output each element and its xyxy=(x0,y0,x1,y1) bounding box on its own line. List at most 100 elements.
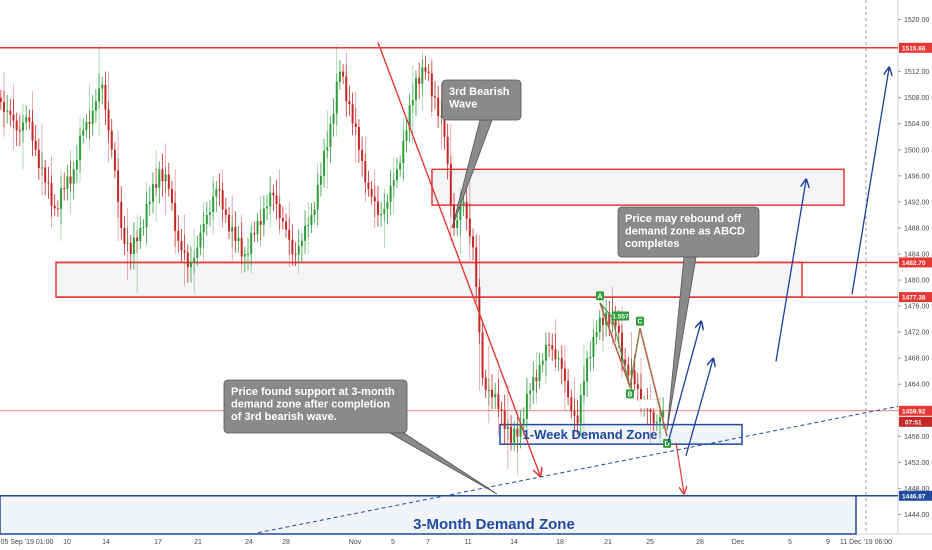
candle-body xyxy=(551,345,554,350)
candle-body xyxy=(617,325,620,333)
x-tick-label: 9 xyxy=(826,539,830,546)
resistance-zone xyxy=(55,261,803,298)
y-tick-label: 1508.00 xyxy=(904,95,929,102)
candle-body xyxy=(405,130,408,141)
rising-support-trendline xyxy=(257,405,899,534)
candle-body xyxy=(300,240,303,247)
x-tick-label: 21 xyxy=(194,539,202,546)
candle-body xyxy=(281,218,284,222)
candle-body xyxy=(538,364,541,382)
x-tick-label: 24 xyxy=(245,539,253,546)
candle-body xyxy=(361,149,364,162)
candle-body xyxy=(652,411,655,424)
y-tick-label: 1496.00 xyxy=(904,173,929,180)
x-tick-label: 17 xyxy=(154,539,162,546)
candle-body xyxy=(25,117,28,123)
candle-body xyxy=(44,167,47,183)
candle-body xyxy=(275,195,278,205)
x-tick-label: 05 Sep '19 01:00 xyxy=(1,539,54,546)
candle-body xyxy=(104,84,107,110)
candle-body xyxy=(177,230,180,241)
candle-body xyxy=(522,418,525,424)
abcd-ratio-1 xyxy=(612,311,629,321)
candle-body xyxy=(234,226,237,241)
candle-body xyxy=(395,169,398,181)
candle-body xyxy=(91,110,94,124)
price-axis-panel xyxy=(898,0,932,550)
candle-body xyxy=(557,358,560,360)
candle-body xyxy=(456,220,459,228)
level-tag-1482.70 xyxy=(899,257,932,268)
countdown-tag-label: 07:51 xyxy=(905,419,922,426)
candle-body xyxy=(414,78,417,101)
candle-body xyxy=(595,332,598,337)
countdown-tag xyxy=(899,416,932,427)
candle-body xyxy=(500,409,503,411)
candle-body xyxy=(167,174,170,189)
rebound-callout-line: completes xyxy=(625,238,679,250)
bullish-projection-arrow xyxy=(851,68,889,295)
abcd-retrace-cd xyxy=(639,328,668,437)
y-tick-label: 1512.00 xyxy=(904,69,929,76)
candle-body xyxy=(53,205,56,209)
candle-body xyxy=(285,221,288,230)
candle-body xyxy=(560,358,563,369)
y-tick-label: 1484.00 xyxy=(904,251,929,258)
y-tick-label: 1456.00 xyxy=(904,434,929,441)
candle-body xyxy=(189,262,192,267)
x-tick-label: 5 xyxy=(788,539,792,546)
x-tick-label: 14 xyxy=(102,539,110,546)
level-tag-label: 1515.66 xyxy=(902,45,926,52)
abcd-point-label-D: D xyxy=(664,441,669,448)
candle-body xyxy=(418,78,421,84)
candle-body xyxy=(433,96,436,98)
abcd-point-B xyxy=(626,389,634,399)
x-tick-label: 10 xyxy=(63,539,71,546)
candle-body xyxy=(541,360,544,365)
y-tick-label: 1448.00 xyxy=(904,486,929,493)
week-demand-zone-label: 1-Week Demand Zone xyxy=(523,427,658,442)
candle-body xyxy=(319,175,322,185)
candle-body xyxy=(323,150,326,176)
candle-body xyxy=(370,188,373,197)
support-callout-line: Price found support at 3-month xyxy=(231,386,395,398)
candle-body xyxy=(367,182,370,189)
supply-zone xyxy=(431,168,845,206)
bullish-projection-arrow xyxy=(667,322,701,444)
candle-body xyxy=(262,208,265,225)
third-bearish-wave-callout-box xyxy=(441,79,522,121)
candle-body xyxy=(636,384,639,389)
x-tick-label: 11 Dec '19 06:00 xyxy=(840,539,892,546)
candle-body xyxy=(332,113,335,124)
candle-body xyxy=(113,149,116,171)
candle-body xyxy=(310,214,313,226)
candle-body xyxy=(272,192,275,196)
candle-body xyxy=(63,188,66,190)
candle-body xyxy=(313,209,316,215)
candle-body xyxy=(56,208,59,210)
candle-body xyxy=(491,389,494,398)
y-tick-label: 1476.00 xyxy=(904,304,929,311)
breakdown-arrow xyxy=(675,442,684,493)
candle-body xyxy=(129,242,132,254)
y-tick-label: 1452.00 xyxy=(904,460,929,467)
y-tick-label: 1444.00 xyxy=(904,512,929,519)
candle-body xyxy=(465,201,468,219)
candle-body xyxy=(148,201,151,205)
y-tick-label: 1488.00 xyxy=(904,225,929,232)
candle-body xyxy=(633,370,636,385)
candle-body xyxy=(72,169,75,184)
level-tag-label: 1446.87 xyxy=(902,493,926,500)
candle-body xyxy=(161,169,164,182)
candle-body xyxy=(0,97,2,103)
support-callout-line: of 3rd bearish wave. xyxy=(231,411,337,423)
candle-body xyxy=(472,236,475,248)
candle-body xyxy=(256,220,259,235)
level-tag-1459.92 xyxy=(899,405,932,416)
candle-body xyxy=(655,422,658,424)
abcd-point-C xyxy=(636,316,644,326)
y-tick-label: 1500.00 xyxy=(904,147,929,154)
rebound-callout-line: Price may rebound off xyxy=(625,213,741,225)
